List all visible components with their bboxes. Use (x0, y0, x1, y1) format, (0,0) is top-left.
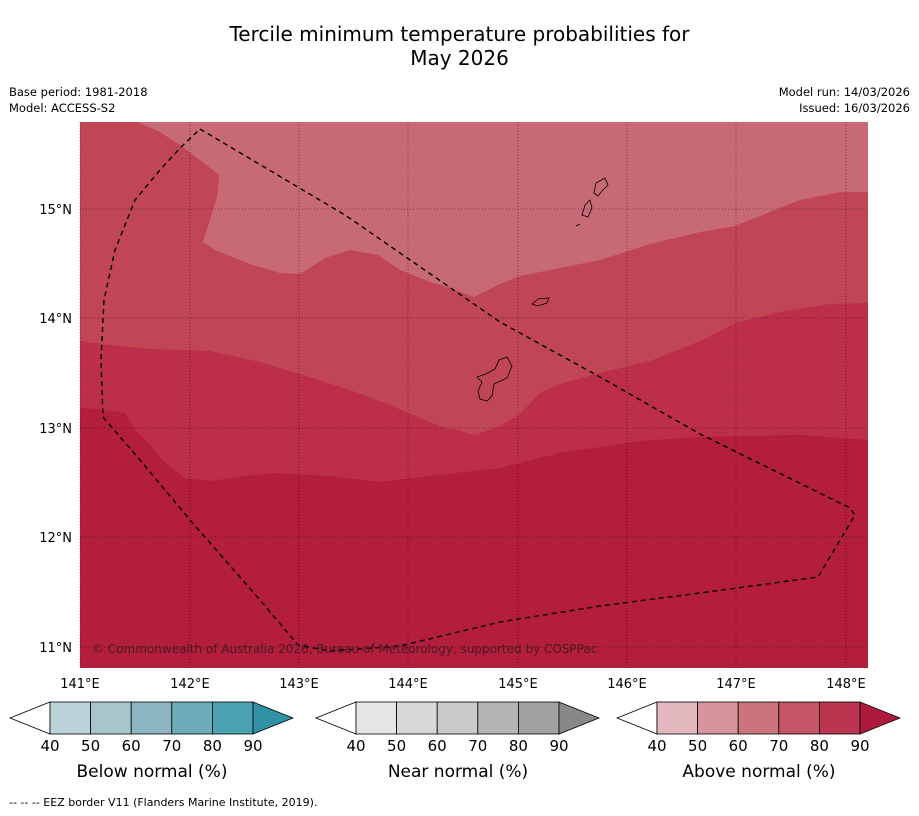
lat-label: 13°N (39, 422, 72, 437)
colorbar-segment (656, 701, 698, 735)
lon-label: 147°E (716, 677, 756, 692)
colorbar-tick-label: 70 (468, 737, 487, 755)
lon-labels: 141°E 142°E 143°E 144°E 145°E 146°E 147°… (60, 677, 866, 692)
lat-label: 14°N (39, 312, 72, 327)
colorbar-tick-label: 70 (769, 737, 788, 755)
above-colorbar: 40 50 60 70 80 90 (615, 701, 902, 755)
colorbar-tick-label: 80 (810, 737, 829, 755)
lat-label: 11°N (39, 641, 72, 656)
colorbar-tick-label: 90 (850, 737, 869, 755)
colorbar-tick-label: 40 (346, 737, 365, 755)
colorbar-segment (211, 701, 254, 735)
below-normal-label: Below normal (%) (76, 762, 228, 782)
colorbar-extend-low (314, 701, 357, 735)
zone-60 (137, 122, 868, 297)
colorbar-tick-label: 90 (243, 737, 262, 755)
colorbar-tick-label: 60 (428, 737, 447, 755)
title-line-1: Tercile minimum temperature probabilitie… (229, 22, 690, 46)
eez-border (100, 128, 856, 652)
metadata-left: Base period: 1981-2018 Model: ACCESS-S2 (9, 84, 148, 116)
colorbar-segment (737, 701, 780, 735)
colorbar-tick-label: 50 (387, 737, 406, 755)
colorbar-segment (819, 701, 861, 735)
colorbar-segment (355, 701, 397, 735)
colorbar-extend-high (859, 701, 902, 735)
colorbar-tick-label: 80 (203, 737, 222, 755)
eez-footnote: -- -- -- EEZ border V11 (Flanders Marine… (9, 796, 318, 809)
saipan-outline (593, 177, 609, 197)
colorbar-tick-label: 60 (729, 737, 748, 755)
lon-label: 141°E (60, 677, 100, 692)
lat-labels: 15°N 14°N 13°N 12°N 11°N (39, 203, 72, 656)
islands (476, 177, 609, 402)
colorbar-tick-label: 60 (122, 737, 141, 755)
colorbar-tick-label: 40 (40, 737, 59, 755)
colorbar-tick-label: 50 (81, 737, 100, 755)
model-run: Model run: 14/03/2026 (778, 85, 910, 99)
colorbar-segment (49, 701, 91, 735)
copyright-text: © Commonwealth of Australia 2026, Bureau… (92, 642, 597, 656)
colorbar-tick-label: 50 (688, 737, 707, 755)
above-normal-label: Above normal (%) (682, 762, 836, 782)
chart-title: Tercile minimum temperature probabilitie… (0, 22, 919, 70)
colorbar-segment (477, 701, 519, 735)
graticule (79, 122, 868, 668)
colorbar-segment (778, 701, 820, 735)
near-colorbar: 40 50 60 70 80 90 (314, 701, 601, 755)
lon-label: 148°E (826, 677, 866, 692)
colorbar-segment (90, 701, 132, 735)
base-period: Base period: 1981-2018 (9, 85, 148, 99)
colorbar-segment (697, 701, 739, 735)
metadata-right: Model run: 14/03/2026 Issued: 16/03/2026 (779, 84, 910, 116)
lat-label: 12°N (39, 531, 72, 546)
lon-label: 145°E (498, 677, 538, 692)
near-normal-label: Near normal (%) (387, 762, 529, 782)
colorbar-segment (171, 701, 213, 735)
colorbar-tick-label: 90 (549, 737, 568, 755)
colorbar-extend-low (8, 701, 51, 735)
colorbar-extend-high (558, 701, 601, 735)
colorbar-segment (436, 701, 479, 735)
issued-date: Issued: 16/03/2026 (799, 101, 910, 115)
rota-outline (531, 297, 550, 307)
colorbar-tick-label: 40 (647, 737, 666, 755)
lon-label: 144°E (388, 677, 428, 692)
model-name: Model: ACCESS-S2 (9, 101, 116, 115)
lon-label: 142°E (170, 677, 210, 692)
title-line-2: May 2026 (410, 46, 509, 70)
colorbars: 40 50 60 70 80 90 40 50 60 70 80 90 40 50 60 70 80 90 (8, 701, 902, 755)
tinian-outline (581, 199, 593, 218)
colorbar-segment (396, 701, 438, 735)
colorbar-extend-low (615, 701, 658, 735)
colorbar-tick-label: 80 (509, 737, 528, 755)
below-colorbar: 40 50 60 70 80 90 (8, 701, 295, 755)
lat-label: 15°N (39, 203, 72, 218)
lon-label: 143°E (279, 677, 319, 692)
probability-map (80, 122, 868, 668)
lon-label: 146°E (607, 677, 647, 692)
colorbar-segment (130, 701, 173, 735)
guam-outline (476, 356, 513, 402)
colorbar-extend-high (252, 701, 295, 735)
colorbar-segment (518, 701, 560, 735)
colorbar-tick-label: 70 (162, 737, 181, 755)
aguijan-outline (575, 223, 581, 227)
